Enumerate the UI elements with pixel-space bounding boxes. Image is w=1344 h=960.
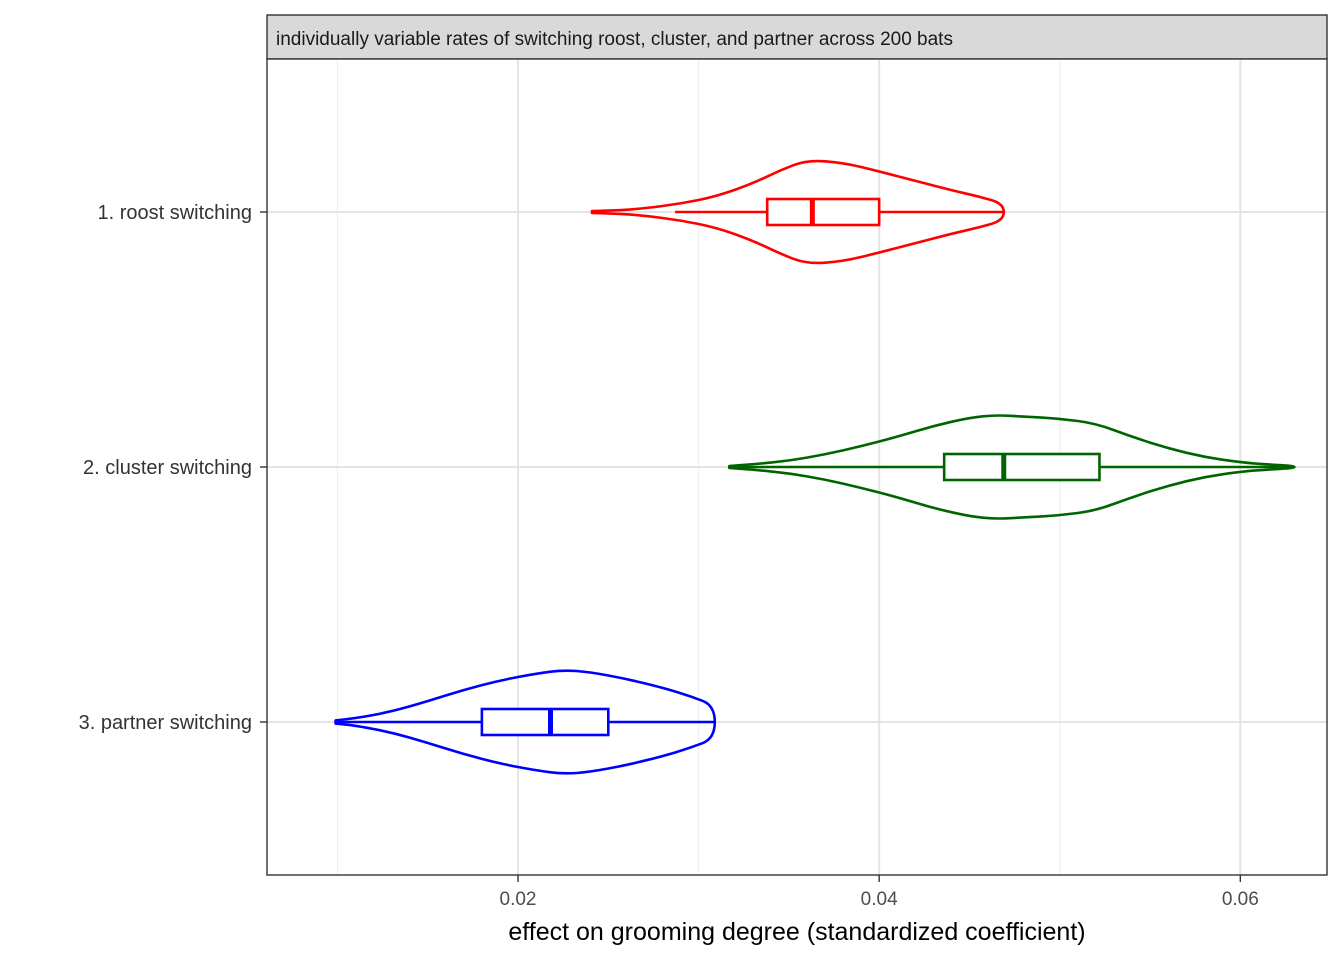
box-1: [942, 452, 1101, 482]
facet-strip-label: individually variable rates of switching…: [276, 29, 953, 50]
x-tick-label-1: 0.04: [861, 889, 898, 910]
boxplot-1: [729, 452, 1295, 482]
x-axis-title: effect on grooming degree (standardized …: [508, 918, 1085, 946]
boxplot-layer: [335, 197, 1295, 737]
violin-1: [728, 414, 1296, 520]
x-tick-label-2: 0.06: [1222, 889, 1259, 910]
box-0: [765, 197, 881, 227]
y-category-label-1: 2. cluster switching: [83, 457, 252, 479]
boxplot-2: [335, 707, 715, 737]
boxplot-0: [675, 197, 1004, 227]
y-category-label-0: 1. roost switching: [97, 202, 252, 224]
x-tick-label-0: 0.02: [500, 889, 537, 910]
facet-strip: [266, 14, 1328, 60]
box-2: [480, 707, 610, 737]
violin-0: [590, 159, 1006, 265]
y-axis: 1. roost switching 2. cluster switching 3.…: [79, 202, 267, 734]
x-axis: 0.02 0.04 0.06: [500, 875, 1259, 910]
y-category-label-2: 3. partner switching: [79, 712, 252, 734]
